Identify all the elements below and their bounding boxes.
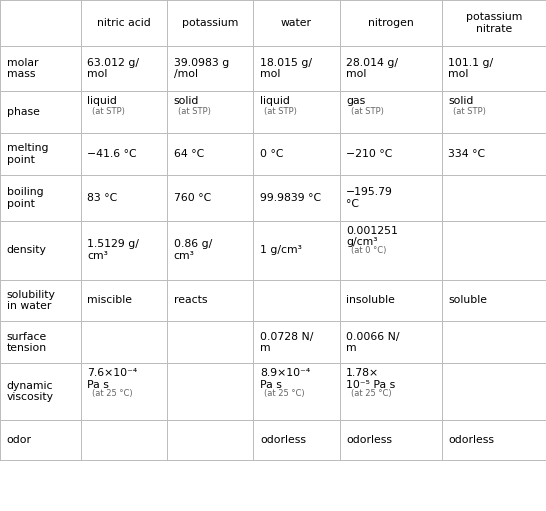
Text: 0 °C: 0 °C — [260, 149, 283, 159]
Text: solubility
in water: solubility in water — [7, 290, 56, 311]
Text: insoluble: insoluble — [346, 295, 395, 306]
Text: melting
point: melting point — [7, 143, 48, 165]
Text: miscible: miscible — [87, 295, 132, 306]
Text: boiling
point: boiling point — [7, 187, 43, 208]
Text: 0.0066 N/
m: 0.0066 N/ m — [346, 332, 400, 353]
Text: (at STP): (at STP) — [351, 107, 383, 116]
Text: 7.6×10⁻⁴
Pa s: 7.6×10⁻⁴ Pa s — [87, 368, 138, 390]
Text: potassium: potassium — [182, 18, 239, 28]
Text: 0.86 g/
cm³: 0.86 g/ cm³ — [174, 239, 212, 261]
Text: 39.0983 g
/mol: 39.0983 g /mol — [174, 58, 229, 79]
Text: soluble: soluble — [448, 295, 487, 306]
Text: (at STP): (at STP) — [453, 107, 485, 116]
Text: 83 °C: 83 °C — [87, 193, 117, 203]
Text: reacts: reacts — [174, 295, 207, 306]
Text: 334 °C: 334 °C — [448, 149, 485, 159]
Text: (at 25 °C): (at 25 °C) — [351, 389, 391, 398]
Text: (at STP): (at STP) — [178, 107, 211, 116]
Text: nitrogen: nitrogen — [368, 18, 413, 28]
Text: liquid: liquid — [260, 96, 290, 106]
Text: odorless: odorless — [448, 435, 494, 445]
Text: solid: solid — [448, 96, 473, 106]
Text: odor: odor — [7, 435, 32, 445]
Text: (at STP): (at STP) — [92, 107, 124, 116]
Text: odorless: odorless — [346, 435, 392, 445]
Text: 1 g/cm³: 1 g/cm³ — [260, 245, 302, 255]
Text: dynamic
viscosity: dynamic viscosity — [7, 381, 54, 402]
Text: nitric acid: nitric acid — [97, 18, 151, 28]
Text: 63.012 g/
mol: 63.012 g/ mol — [87, 58, 139, 79]
Text: −195.79
°C: −195.79 °C — [346, 187, 393, 208]
Text: −41.6 °C: −41.6 °C — [87, 149, 137, 159]
Text: −210 °C: −210 °C — [346, 149, 393, 159]
Text: 760 °C: 760 °C — [174, 193, 211, 203]
Text: water: water — [281, 18, 312, 28]
Text: molar
mass: molar mass — [7, 58, 38, 79]
Text: 1.5129 g/
cm³: 1.5129 g/ cm³ — [87, 239, 139, 261]
Text: odorless: odorless — [260, 435, 306, 445]
Text: phase: phase — [7, 107, 39, 117]
Text: density: density — [7, 245, 46, 255]
Text: (at 0 °C): (at 0 °C) — [351, 246, 386, 256]
Text: 99.9839 °C: 99.9839 °C — [260, 193, 321, 203]
Text: solid: solid — [174, 96, 199, 106]
Text: potassium
nitrate: potassium nitrate — [466, 12, 522, 34]
Text: 28.014 g/
mol: 28.014 g/ mol — [346, 58, 398, 79]
Text: 18.015 g/
mol: 18.015 g/ mol — [260, 58, 312, 79]
Text: 8.9×10⁻⁴
Pa s: 8.9×10⁻⁴ Pa s — [260, 368, 310, 390]
Text: gas: gas — [346, 96, 365, 106]
Text: 64 °C: 64 °C — [174, 149, 204, 159]
Text: 1.78×
10⁻⁵ Pa s: 1.78× 10⁻⁵ Pa s — [346, 368, 395, 390]
Text: (at STP): (at STP) — [264, 107, 297, 116]
Text: 0.001251
g/cm³: 0.001251 g/cm³ — [346, 226, 398, 247]
Text: 101.1 g/
mol: 101.1 g/ mol — [448, 58, 494, 79]
Text: (at 25 °C): (at 25 °C) — [264, 389, 305, 398]
Text: liquid: liquid — [87, 96, 117, 106]
Text: 0.0728 N/
m: 0.0728 N/ m — [260, 332, 313, 353]
Text: surface
tension: surface tension — [7, 332, 47, 353]
Text: (at 25 °C): (at 25 °C) — [92, 389, 132, 398]
